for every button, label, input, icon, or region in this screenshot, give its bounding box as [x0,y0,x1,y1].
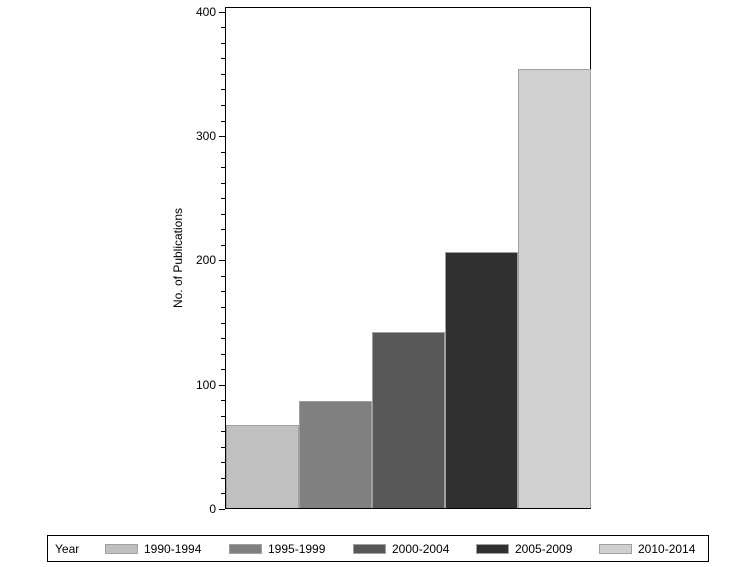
y-minor-tick [221,167,225,168]
y-major-tick [219,385,225,386]
legend-swatch [105,544,138,554]
y-minor-tick [221,58,225,59]
y-minor-tick [221,416,225,417]
y-major-tick [219,260,225,261]
legend-label: 2010-2014 [638,542,696,556]
legend: Year 1990-1994 1995-1999 2000-2004 2005-… [47,535,709,562]
legend-label: 1995-1999 [268,542,326,556]
y-tick-label: 300 [195,129,216,143]
y-minor-tick [221,27,225,28]
y-minor-tick [221,245,225,246]
legend-swatch [229,544,262,554]
plot-area [225,7,591,509]
y-minor-tick [221,121,225,122]
y-major-tick [219,12,225,13]
bar-2010-2014 [518,69,591,508]
y-tick-label: 400 [195,5,216,19]
y-minor-tick [221,276,225,277]
legend-swatch [476,544,509,554]
y-tick-label: 200 [195,253,216,267]
y-minor-tick [221,431,225,432]
y-minor-tick [221,198,225,199]
bar-2005-2009 [445,251,518,508]
legend-title: Year [55,542,80,556]
legend-swatch [353,544,386,554]
y-minor-tick [221,369,225,370]
y-minor-tick [221,105,225,106]
bar-1995-1999 [299,401,372,508]
legend-label: 1990-1994 [144,542,202,556]
legend-label: 2000-2004 [392,542,450,556]
y-minor-tick [221,323,225,324]
y-minor-tick [221,400,225,401]
y-minor-tick [221,89,225,90]
y-minor-tick [221,447,225,448]
y-tick-label: 100 [195,378,216,392]
y-major-tick [219,509,225,510]
y-minor-tick [221,183,225,184]
y-minor-tick [221,152,225,153]
legend-swatch [599,544,632,554]
y-minor-tick [221,493,225,494]
y-minor-tick [221,307,225,308]
y-tick-label: 0 [209,502,216,516]
y-minor-tick [221,291,225,292]
y-minor-tick [221,478,225,479]
y-minor-tick [221,43,225,44]
y-major-tick [219,136,225,137]
y-minor-tick [221,214,225,215]
y-minor-tick [221,338,225,339]
y-minor-tick [221,462,225,463]
y-minor-tick [221,354,225,355]
legend-label: 2005-2009 [515,542,573,556]
bar-2000-2004 [372,331,445,508]
y-minor-tick [221,229,225,230]
y-minor-tick [221,74,225,75]
bar-1990-1994 [226,424,299,508]
